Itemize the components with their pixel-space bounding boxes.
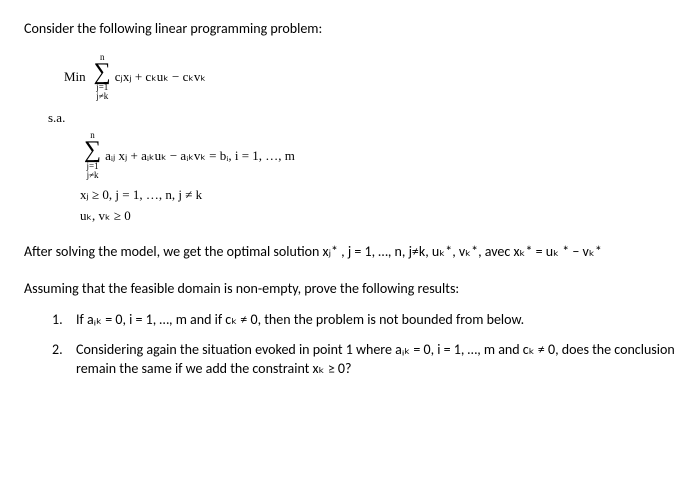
assumption-text: Assuming that the feasible domain is non… — [24, 280, 676, 299]
item2-number: 2. — [52, 341, 76, 379]
item2-text: Considering again the situation evoked i… — [76, 341, 676, 379]
item1-text: If aᵢₖ = 0, i = 1, …, m and if cₖ ≠ 0, t… — [76, 311, 524, 330]
item1-number: 1. — [52, 311, 76, 330]
intro-text: Consider the following linear programmin… — [24, 20, 676, 39]
objective-expression: cⱼxⱼ + cₖuₖ − cₖvₖ — [115, 68, 206, 86]
constraint-3: uₖ, vₖ ≥ 0 — [80, 207, 676, 225]
constraint-2: xⱼ ≥ 0, j = 1, …, n, j ≠ k — [80, 186, 676, 204]
constraint-block: n ∑ j=1 j≠k aᵢⱼ xⱼ + aᵢₖuₖ − aᵢₖvₖ = bᵢ,… — [80, 131, 676, 225]
objective-block: Min n ∑ j=1 j≠k cⱼxⱼ + cₖuₖ − cₖvₖ — [64, 53, 676, 102]
list-item-2: 2. Considering again the situation evoke… — [52, 341, 676, 379]
after-solving-text: After solving the model, we get the opti… — [24, 243, 676, 262]
min-label: Min — [64, 68, 86, 86]
sum-symbol: n ∑ j=1 j≠k — [94, 53, 111, 102]
list-item-1: 1. If aᵢₖ = 0, i = 1, …, m and if cₖ ≠ 0… — [52, 311, 676, 330]
constraint-expression: aᵢⱼ xⱼ + aᵢₖuₖ − aᵢₖvₖ = bᵢ, i = 1, …, m — [105, 147, 295, 165]
subject-to-label: s.a. — [48, 109, 676, 127]
sum-symbol-2: n ∑ j=1 j≠k — [84, 131, 101, 180]
